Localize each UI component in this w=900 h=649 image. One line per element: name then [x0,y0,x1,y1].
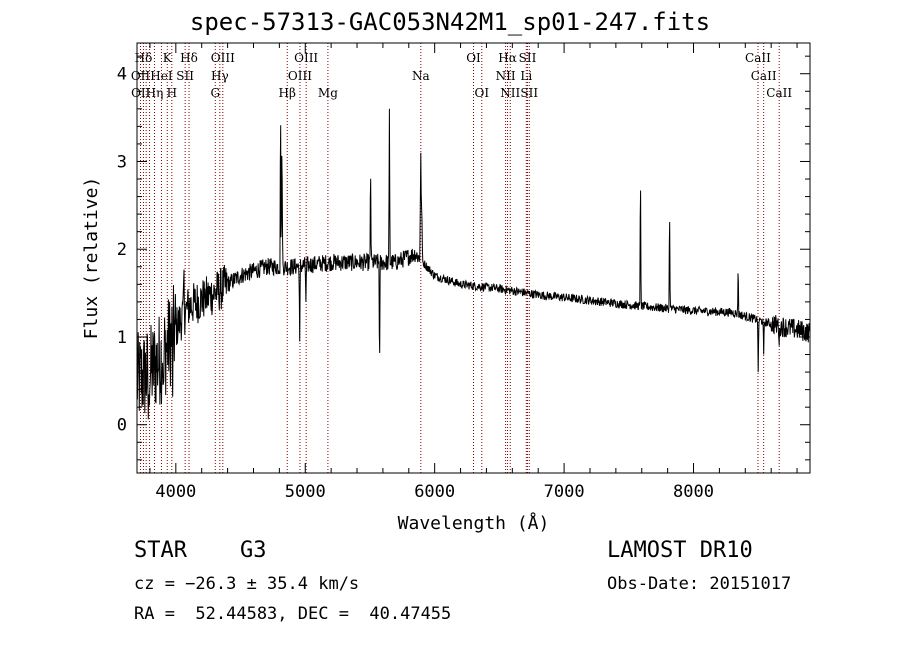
class-label: STAR [134,538,187,563]
spectral-line-label: CaII [751,69,777,83]
obs-date: Obs-Date: 20151017 [607,574,792,594]
spectral-line-label: H [167,86,177,100]
spectral-line-label: Hδ [135,51,153,65]
coordinates: RA = 52.44583, DEC = 40.47455 [134,604,452,624]
spectral-line-label: Hη [146,86,164,100]
spectral-line-label: NII [496,69,516,83]
spectral-line-label: OI [466,51,481,65]
x-tick-label: 6000 [414,482,455,502]
spectral-line-label: OIII [294,51,318,65]
spectrum-line [136,108,811,420]
y-tick-label: 4 [117,65,127,85]
subclass-label: G3 [239,538,267,563]
spectral-line-label: K [163,51,173,65]
spectral-line-label: OIII [288,69,312,83]
spectral-line-label: SII [519,51,537,65]
spectral-line-label: Na [412,69,430,83]
line-labels: Hδ OII OII Hε HeI Hη K H SII Hδ OIII Hγ G Hβ OIII OIII M… [131,0,793,100]
spectral-line-label: OII [131,69,151,83]
x-tick-label: 4000 [155,482,196,502]
x-tick-label: 8000 [673,482,714,502]
x-tick-label: 5000 [285,482,326,502]
plot-frame [136,42,811,474]
spectral-line-label: Hβ [279,86,296,100]
spectral-line-label: Mg [318,86,338,100]
spectral-line-label: Hγ [211,69,229,83]
spectral-line-label: Hε [141,0,158,3]
object-class: STAR G3 [134,538,266,563]
spectral-line-label: HeI [150,69,173,83]
spectral-line-label: OI [474,86,489,100]
redshift-info: cz = −26.3 ± 35.4 km/s [134,574,360,594]
axis-ticks: 4000 5000 6000 7000 8000 0 1 2 3 4 [117,43,810,502]
survey-name: LAMOST DR10 [607,538,753,563]
chart-title: spec-57313-GAC053N42M1_sp01-247.fits [189,8,711,36]
spectral-line-label: SII [520,86,538,100]
spectral-line-label: Hδ [180,51,198,65]
line-markers [139,43,780,473]
y-tick-label: 1 [117,328,127,348]
spectral-line-label: OII [131,86,151,100]
x-tick-label: 7000 [544,482,585,502]
spectral-line-label: CaII [745,51,771,65]
spectral-line-label: CaII [766,86,792,100]
spectral-line-label: Li [520,69,532,83]
spectral-line-label: OIII [211,51,235,65]
spectral-line-label: NII [500,86,520,100]
spectral-line-label: Hα [498,51,517,65]
spectral-line-label: G [211,86,221,100]
spectral-line-label: SII [176,69,194,83]
y-axis-label: Flux (relative) [81,177,102,340]
y-tick-label: 2 [117,240,127,260]
y-tick-label: 3 [117,152,127,172]
x-axis-label: Wavelength (Å) [398,512,550,534]
y-tick-label: 0 [117,416,127,436]
